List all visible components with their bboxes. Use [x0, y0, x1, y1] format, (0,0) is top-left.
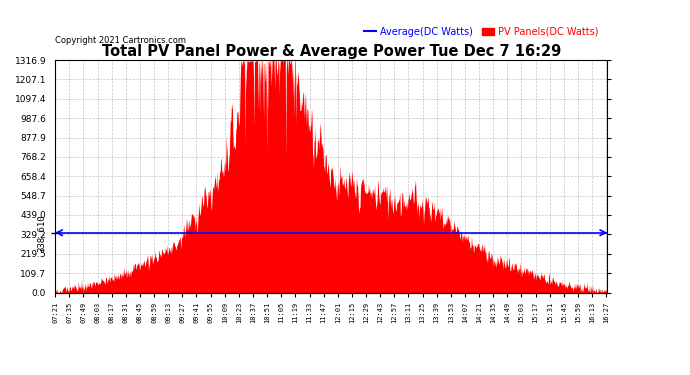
Title: Total PV Panel Power & Average Power Tue Dec 7 16:29: Total PV Panel Power & Average Power Tue… [101, 44, 561, 59]
Legend: Average(DC Watts), PV Panels(DC Watts): Average(DC Watts), PV Panels(DC Watts) [360, 23, 602, 41]
Text: Copyright 2021 Cartronics.com: Copyright 2021 Cartronics.com [55, 36, 186, 45]
